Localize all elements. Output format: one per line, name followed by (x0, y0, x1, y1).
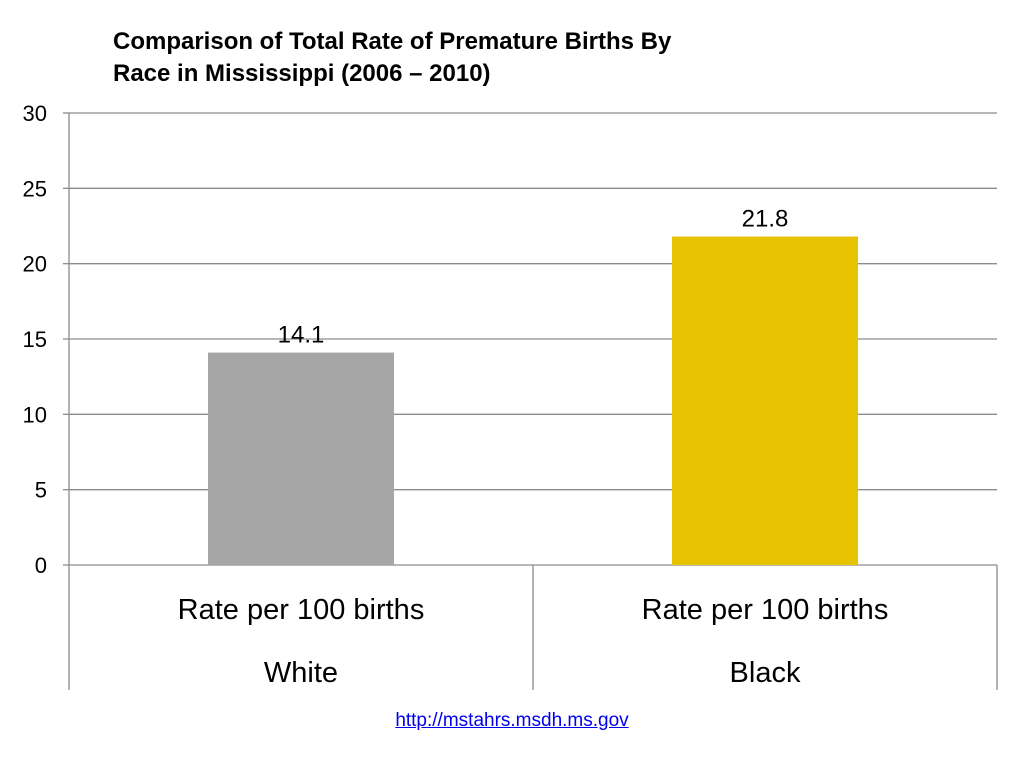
y-tick-label: 0 (35, 553, 47, 578)
x-category-measure-label: Rate per 100 births (178, 594, 425, 626)
y-tick-label: 10 (23, 402, 47, 427)
bar-black (672, 236, 858, 565)
y-tick-label: 20 (23, 252, 47, 277)
x-category-group-label: White (264, 657, 338, 689)
source-link[interactable]: http://mstahrs.msdh.ms.gov (395, 710, 629, 731)
x-category-group-label: Black (730, 657, 801, 689)
x-category-measure-label: Rate per 100 births (642, 594, 889, 626)
chart-title-line-1: Comparison of Total Rate of Premature Bi… (113, 28, 672, 55)
y-tick-label: 30 (23, 101, 47, 126)
bar-white (208, 352, 394, 565)
chart-title-line-2: Race in Mississippi (2006 – 2010) (113, 60, 491, 87)
bar-chart: 0 5 10 15 20 25 30 14.1 Rate per 100 births White… (23, 101, 998, 690)
y-tick-label: 5 (35, 478, 47, 503)
y-tick-label: 15 (23, 327, 47, 352)
y-tick-label: 25 (23, 176, 47, 201)
chart-title: Comparison of Total Rate of Premature Bi… (113, 26, 813, 90)
data-label: 21.8 (742, 206, 789, 233)
data-label: 14.1 (278, 322, 325, 349)
